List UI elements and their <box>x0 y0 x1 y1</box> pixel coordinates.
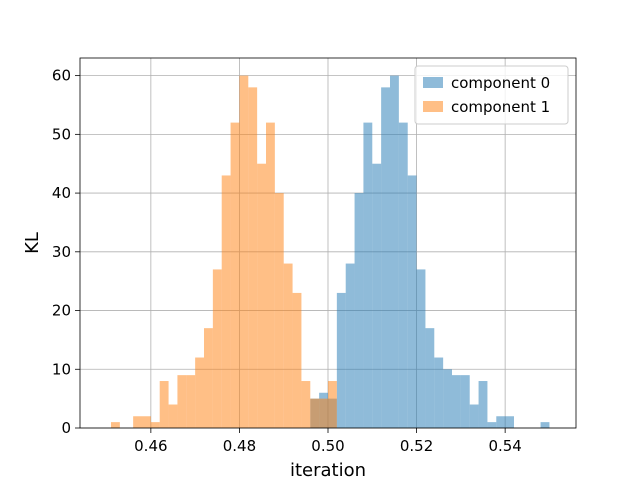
histogram-bar <box>212 269 222 428</box>
x-tick-label: 0.46 <box>134 437 167 455</box>
histogram-bar <box>186 375 196 428</box>
histogram-bar <box>204 328 213 428</box>
histogram-bar <box>328 381 337 428</box>
y-axis-label: KL <box>22 232 43 254</box>
histogram-bar <box>443 369 452 428</box>
histogram-bar <box>150 422 160 428</box>
histogram-bar <box>407 175 417 428</box>
series-1-bars <box>111 75 337 428</box>
histogram-bar <box>478 381 488 428</box>
histogram-bar <box>460 375 470 428</box>
histogram-bar <box>487 422 497 428</box>
legend-swatch <box>423 101 443 112</box>
legend-label: component 1 <box>451 98 550 116</box>
y-axis-ticks: 0 10 20 30 40 50 60 <box>52 67 80 437</box>
y-tick-label: 40 <box>52 184 71 202</box>
histogram-bar <box>345 263 355 428</box>
histogram-bar <box>381 87 390 428</box>
y-tick-label: 30 <box>52 243 71 261</box>
histogram-bar <box>354 193 364 428</box>
histogram-bar <box>221 175 231 428</box>
legend-label: component 0 <box>451 74 550 92</box>
x-tick-label: 0.54 <box>488 437 521 455</box>
histogram-bar <box>372 163 382 428</box>
histogram-bar <box>505 416 514 428</box>
histogram-bar <box>274 193 284 428</box>
legend-box <box>414 65 569 125</box>
histogram-bar <box>434 357 444 428</box>
histogram-bar <box>452 375 461 428</box>
histogram-bar <box>540 422 550 428</box>
y-tick-label: 60 <box>52 67 71 85</box>
histogram-bar <box>142 416 151 428</box>
series-0-bars <box>310 75 550 428</box>
histogram-bar <box>301 381 311 428</box>
x-tick-label: 0.48 <box>223 437 256 455</box>
histogram-bar <box>168 404 178 428</box>
histogram-bar <box>283 263 293 428</box>
histogram-bar <box>469 404 479 428</box>
histogram-bar <box>416 269 426 428</box>
legend-swatch <box>423 77 443 88</box>
histogram-bar <box>230 122 240 428</box>
histogram-bar <box>248 87 258 428</box>
histogram-bar <box>336 292 346 428</box>
histogram-bar <box>292 292 302 428</box>
x-axis-label: iteration <box>290 460 366 480</box>
y-tick-label: 10 <box>52 360 71 378</box>
histogram-bar <box>195 357 204 428</box>
y-tick-label: 20 <box>52 302 71 320</box>
x-axis-ticks: 0.46 0.48 0.50 0.52 0.54 <box>134 428 522 455</box>
histogram-bar <box>319 398 328 428</box>
histogram-bar <box>177 375 187 428</box>
y-tick-label: 0 <box>61 419 71 437</box>
histogram-bar <box>398 122 408 428</box>
histogram-bar <box>111 422 120 428</box>
histogram-bar <box>363 122 373 428</box>
legend: component 0 component 1 <box>414 65 569 125</box>
histogram-bar <box>257 163 266 428</box>
x-tick-label: 0.52 <box>400 437 433 455</box>
histogram-bar <box>239 75 249 428</box>
histogram-bar <box>496 416 506 428</box>
histogram-bar <box>266 122 275 428</box>
histogram-bar <box>159 381 169 428</box>
histogram-bar <box>310 398 320 428</box>
histogram-bars <box>111 75 550 428</box>
histogram-bar <box>425 328 435 428</box>
y-tick-label: 50 <box>52 125 71 143</box>
x-tick-label: 0.50 <box>311 437 344 455</box>
histogram-bar <box>390 75 399 428</box>
histogram-bar <box>133 416 142 428</box>
